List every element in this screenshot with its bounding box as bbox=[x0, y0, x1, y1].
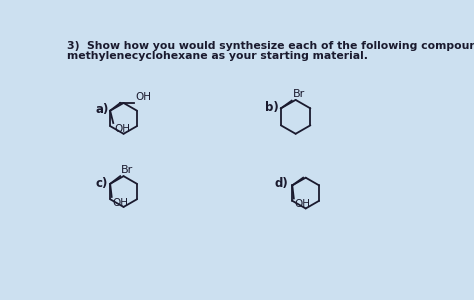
Text: 3)  Show how you would synthesize each of the following compounds using: 3) Show how you would synthesize each of… bbox=[67, 41, 474, 51]
Text: a): a) bbox=[96, 103, 109, 116]
Text: OH: OH bbox=[114, 124, 130, 134]
Text: methylenecyclohexane as your starting material.: methylenecyclohexane as your starting ma… bbox=[67, 51, 368, 62]
Text: OH: OH bbox=[112, 198, 128, 208]
Text: Br: Br bbox=[293, 89, 306, 99]
Text: d): d) bbox=[275, 177, 289, 190]
Text: c): c) bbox=[96, 177, 108, 190]
Text: OH: OH bbox=[295, 199, 310, 209]
Text: b): b) bbox=[264, 101, 278, 114]
Text: Br: Br bbox=[121, 165, 133, 175]
Text: OH: OH bbox=[135, 92, 151, 102]
